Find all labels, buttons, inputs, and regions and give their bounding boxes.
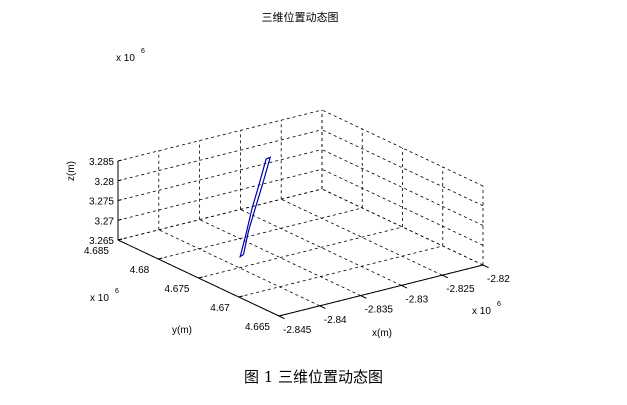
y-exponent: x 10 6 <box>90 288 119 304</box>
x-tick-label: -2.83 <box>405 294 428 305</box>
z-tick-label: 3.27 <box>95 216 115 227</box>
x-exponent-power: 6 <box>497 301 501 308</box>
x-tick-label: -2.82 <box>487 274 510 285</box>
chart-title: 三维位置动态图 <box>262 10 339 24</box>
y-exponent-power: 6 <box>115 288 119 295</box>
z-tick-mark <box>117 218 122 221</box>
y-tick-mark <box>278 314 284 317</box>
back-wall-grid-line <box>117 129 323 182</box>
x-tick-mark <box>482 264 489 269</box>
y-tick-label: 4.665 <box>245 322 270 333</box>
y-tick-mark <box>238 295 243 298</box>
y-tick-label: 4.67 <box>210 303 230 314</box>
y-tick-mark <box>158 257 163 260</box>
y-tick-label: 4.685 <box>84 246 109 257</box>
grid <box>117 109 484 317</box>
chart-3d: 三维位置动态图 -2.845-2.84-2.835-2.83-2.825-2.8… <box>66 10 510 339</box>
x-tick-mark <box>401 284 408 289</box>
back-wall-grid-line <box>117 109 323 162</box>
back-wall-grid-line <box>117 188 323 241</box>
x-tick-mark <box>319 305 326 309</box>
z-tick-label: 3.285 <box>89 157 114 168</box>
x-tick-mark <box>278 315 285 320</box>
z-axis-label: z(m) <box>66 161 77 181</box>
back-wall-grid-line <box>117 168 323 221</box>
x-exponent: x 10 6 <box>472 301 501 317</box>
y-tick-label: 4.68 <box>130 265 150 276</box>
x-axis-line <box>278 264 484 317</box>
y-axis-label: y(m) <box>172 325 192 336</box>
x-tick-mark <box>441 274 449 279</box>
x-exponent-base: x 10 <box>472 306 491 317</box>
z-tick-mark <box>117 179 122 182</box>
z-exponent: x 10 6 <box>116 48 145 64</box>
x-tick-label: -2.835 <box>365 305 394 316</box>
x-tick-label: -2.84 <box>324 315 347 326</box>
y-tick-mark <box>198 276 203 279</box>
x-axis-label: x(m) <box>372 328 392 339</box>
axes-frame <box>117 159 489 320</box>
z-tick-label: 3.275 <box>89 197 114 208</box>
back-wall-grid-line <box>117 149 323 201</box>
y-exponent-base: x 10 <box>90 293 109 304</box>
trajectory-series-0 <box>239 156 272 258</box>
z-tick-label: 3.265 <box>89 236 114 247</box>
floor-grid-line <box>158 207 363 260</box>
floor-grid-line <box>198 226 403 279</box>
series-layer <box>239 156 272 258</box>
y-tick-label: 4.675 <box>164 284 189 295</box>
z-tick-mark <box>117 238 122 241</box>
floor-grid-line <box>238 245 443 298</box>
z-tick-mark <box>117 199 122 201</box>
z-tick-label: 3.28 <box>95 177 115 188</box>
x-tick-mark <box>360 295 367 299</box>
figure-caption: 图 1 三维位置动态图 <box>243 368 384 386</box>
z-tick-mark <box>117 159 122 162</box>
z-exponent-power: 6 <box>141 48 145 55</box>
tick-labels: -2.845 -2.84 -2.835 -2.83 -2.825 -2.82 4.665 4.… <box>84 157 510 336</box>
x-tick-label: -2.845 <box>283 325 312 336</box>
z-exponent-base: x 10 <box>116 53 135 64</box>
x-tick-label: -2.825 <box>446 284 475 295</box>
